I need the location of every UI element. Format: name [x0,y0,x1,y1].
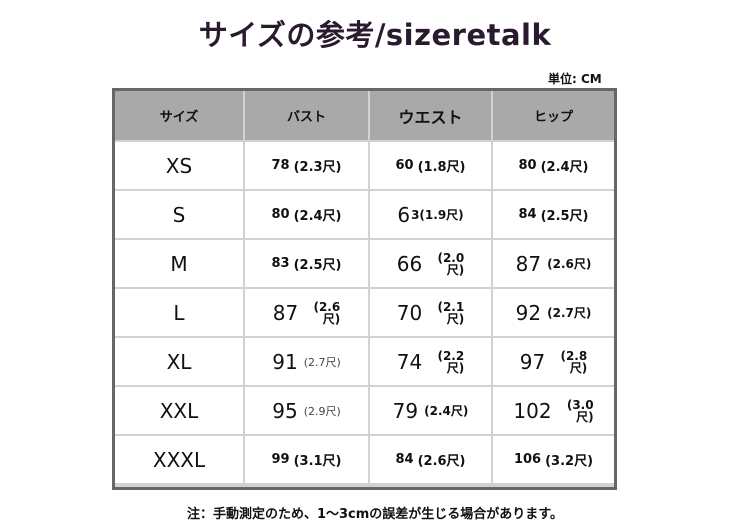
measure-shaku: (2.5尺) [293,258,342,273]
measure-cm: 80 [518,158,537,173]
measure-shaku: (2.6尺) [547,257,592,271]
measure-shaku: (3.2尺) [545,454,594,469]
unit-label: 単位: CM [548,72,602,86]
measure-shaku: (1.8尺) [417,160,466,175]
hip-cell: 80 (2.4尺) [493,142,614,189]
bust-cell: 78 (2.3尺) [245,142,368,189]
measure-shaku: 3(1.9尺) [411,208,464,222]
hip-cell: 106 (3.2尺) [493,436,614,483]
measure-cm: 87 [272,300,299,325]
measure-cm: 84 [518,207,537,222]
measure-shaku: (2.6尺) [417,454,466,469]
size-table: サイズ バスト ウエスト ヒップ XS 78 (2.3尺) 60 (1.8尺) 80 (2.… [112,88,617,490]
measure-cm: 102 [513,398,552,423]
measure-shaku: (2.4尺) [540,160,589,175]
measure-shaku: (2.0 尺) [437,250,465,277]
measure-cm: 66 [396,251,423,276]
measure-cm: 74 [396,349,423,374]
measure-cm: 60 [395,158,414,173]
hip-cell: 97 (2.8 尺) [493,338,614,385]
measure-cm: 83 [271,256,290,271]
measure-shaku: (2.7尺) [547,306,592,320]
measure-shaku: (2.4尺) [424,404,469,418]
bust-cell: 80 (2.4尺) [245,191,368,238]
measure-cm: 99 [271,452,290,467]
measure-shaku: (2.4尺) [293,209,342,224]
waist-cell: 74 (2.2 尺) [370,338,491,385]
waist-cell: 6 3(1.9尺) [370,191,491,238]
waist-cell: 66 (2.0 尺) [370,240,491,287]
size-cell: XXXL [115,436,243,483]
measure-shaku: (3.0 尺) [566,397,594,424]
size-cell: XXL [115,387,243,434]
bust-cell: 99 (3.1尺) [245,436,368,483]
measure-cm: 78 [271,158,290,173]
measure-cm: 84 [395,452,414,467]
bust-cell: 91 (2.7尺) [245,338,368,385]
size-cell: S [115,191,243,238]
measure-cm: 6 [397,202,411,227]
measure-cm: 97 [519,349,546,374]
measure-shaku: (2.9尺) [303,404,341,418]
measure-shaku: (2.1 尺) [437,299,465,326]
measure-cm: 106 [513,452,542,467]
measure-cm: 70 [396,300,423,325]
measure-shaku: (2.7尺) [303,355,341,369]
measure-shaku: (3.1尺) [293,454,342,469]
measure-cm: 92 [515,300,542,325]
size-cell: XL [115,338,243,385]
header-waist: ウエスト [370,91,491,140]
measure-shaku: (2.8 尺) [560,348,588,375]
header-hip: ヒップ [493,91,614,140]
measure-shaku: (2.5尺) [540,209,589,224]
hip-cell: 92 (2.7尺) [493,289,614,336]
measure-shaku: (2.6 尺) [313,299,341,326]
waist-cell: 84 (2.6尺) [370,436,491,483]
size-cell: L [115,289,243,336]
footnote: 注：手動測定のため、1～3cmの誤差が生じる場合があります。 [186,507,564,522]
waist-cell: 79 (2.4尺) [370,387,491,434]
waist-cell: 70 (2.1 尺) [370,289,491,336]
measure-cm: 91 [272,349,298,374]
hip-cell: 102 (3.0 尺) [493,387,614,434]
size-cell: XS [115,142,243,189]
size-cell: M [115,240,243,287]
measure-shaku: (2.3尺) [293,160,342,175]
header-size: サイズ [115,91,243,140]
bust-cell: 95 (2.9尺) [245,387,368,434]
bust-cell: 87 (2.6 尺) [245,289,368,336]
measure-cm: 95 [272,398,298,423]
bust-cell: 83 (2.5尺) [245,240,368,287]
waist-cell: 60 (1.8尺) [370,142,491,189]
page-title: サイズの参考/sizeretalk [198,18,552,52]
measure-cm: 79 [392,398,419,423]
header-bust: バスト [245,91,368,140]
hip-cell: 87 (2.6尺) [493,240,614,287]
hip-cell: 84 (2.5尺) [493,191,614,238]
measure-cm: 80 [271,207,290,222]
measure-cm: 87 [515,251,542,276]
measure-shaku: (2.2 尺) [437,348,465,375]
